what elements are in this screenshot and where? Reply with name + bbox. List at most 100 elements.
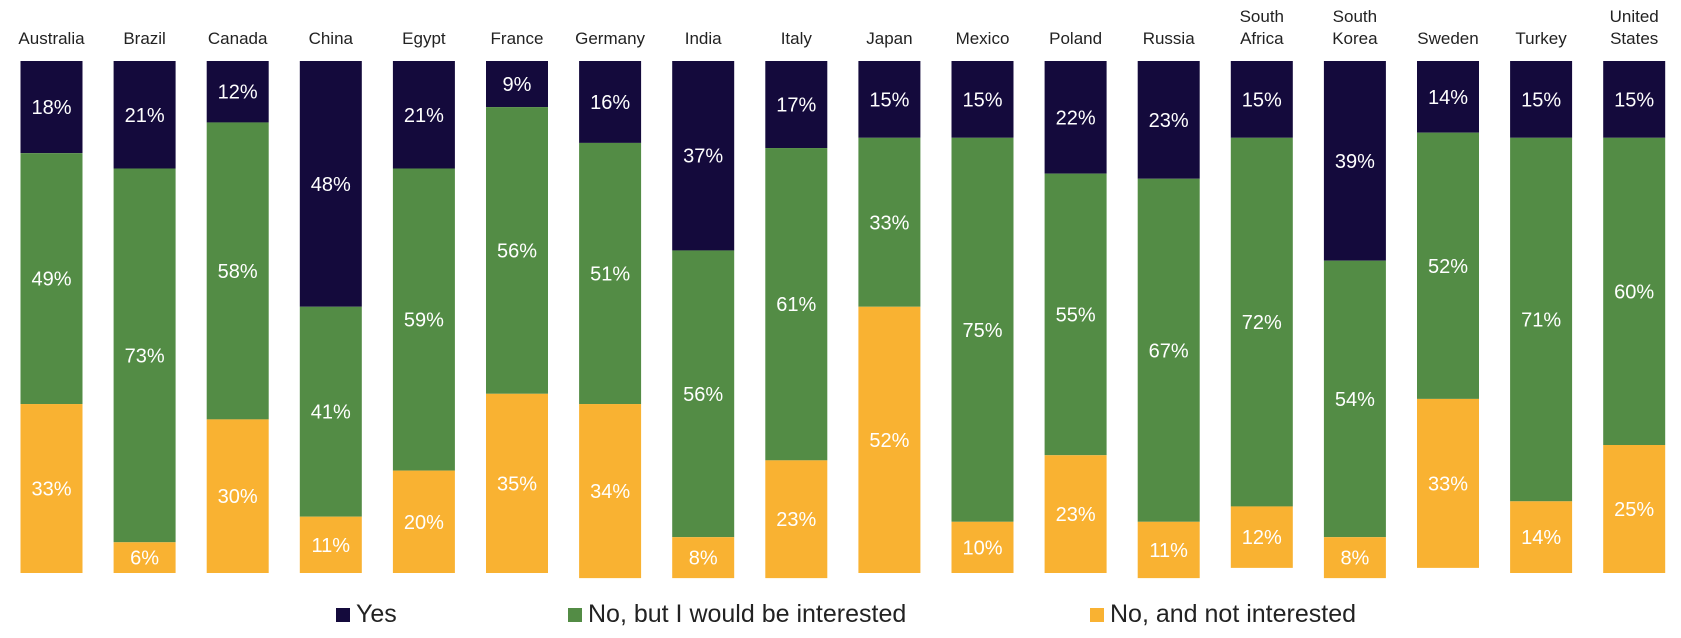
bar-segment-egypt-yes [392, 61, 455, 169]
stacked-bar-chart: Australia 18% 49% 33% Brazil 21% 73% 6% Canada 12… [18, 7, 1666, 579]
bar-segment-poland-no-and-not-interested [1044, 455, 1107, 573]
bar-segment-australia-no-and-not-interested [20, 404, 83, 573]
legend-item-yes: Yes [336, 600, 397, 629]
bar-segment-united-states-yes [1603, 61, 1666, 138]
category-label-south-africa: South Africa [1240, 7, 1284, 48]
bar-segment-russia-no-but-i-would-be-interested [1137, 178, 1200, 522]
data-label-brazil-yes: 21% [125, 105, 165, 127]
bar-segment-mexico-no-but-i-would-be-interested [951, 137, 1014, 522]
data-label-brazil-no-but-i-would-be-interested: 73% [125, 345, 165, 367]
category-label-france: France [491, 29, 544, 48]
data-label-south-korea-no-and-not-interested: 8% [1340, 548, 1369, 570]
data-label-canada-no-and-not-interested: 30% [218, 486, 258, 508]
category-label-russia: Russia [1143, 29, 1196, 48]
category-label-japan: Japan [866, 29, 912, 48]
bar-segment-turkey-no-but-i-would-be-interested [1510, 137, 1573, 502]
category-label-italy: Italy [781, 29, 813, 48]
data-label-france-yes: 9% [503, 74, 532, 96]
category-label-australia: Australia [18, 29, 85, 48]
legend-swatch [568, 607, 582, 622]
bar-segment-mexico-no-and-not-interested [951, 521, 1014, 573]
category-label-brazil: Brazil [123, 29, 166, 48]
bar-segment-sweden-no-but-i-would-be-interested [1417, 132, 1479, 399]
bar-segment-poland-yes [1044, 61, 1107, 174]
data-label-italy-no-and-not-interested: 23% [776, 509, 816, 531]
bar-segment-india-no-but-i-would-be-interested [672, 250, 735, 538]
legend: Yes No, but I would be interested No, and … [0, 600, 1681, 634]
data-label-south-africa-no-and-not-interested: 12% [1242, 527, 1282, 549]
bar-segment-south-africa-no-and-not-interested [1230, 506, 1293, 568]
bar-segment-turkey-yes [1510, 61, 1573, 138]
data-label-japan-yes: 15% [869, 89, 909, 111]
bar-segment-brazil-no-but-i-would-be-interested [113, 168, 176, 543]
data-label-russia-yes: 23% [1149, 110, 1189, 132]
data-label-egypt-yes: 21% [404, 105, 444, 127]
bar-segment-canada-no-and-not-interested [206, 419, 269, 573]
data-label-south-africa-no-but-i-would-be-interested: 72% [1242, 312, 1282, 334]
category-label-germany: Germany [575, 29, 645, 48]
data-label-poland-no-but-i-would-be-interested: 55% [1056, 304, 1096, 326]
data-label-australia-yes: 18% [31, 97, 71, 119]
bar-segment-canada-no-but-i-would-be-interested [206, 122, 269, 420]
bar-segment-brazil-no-and-not-interested [113, 542, 176, 573]
data-label-sweden-no-and-not-interested: 33% [1428, 473, 1468, 495]
category-label-poland: Poland [1049, 29, 1102, 48]
data-label-india-yes: 37% [683, 146, 723, 168]
data-label-india-no-but-i-would-be-interested: 56% [683, 384, 723, 406]
bar-segment-india-no-and-not-interested [672, 537, 735, 579]
data-label-australia-no-and-not-interested: 33% [31, 479, 71, 501]
bar-segment-germany-no-and-not-interested [579, 404, 642, 579]
bar-segment-sweden-no-and-not-interested [1417, 398, 1479, 568]
data-label-mexico-no-but-i-would-be-interested: 75% [962, 320, 1002, 342]
bar-segment-china-no-and-not-interested [299, 516, 362, 573]
bar-segment-italy-no-and-not-interested [765, 460, 828, 579]
data-label-united-states-no-but-i-would-be-interested: 60% [1614, 281, 1654, 303]
data-label-china-no-but-i-would-be-interested: 41% [311, 402, 351, 424]
data-label-canada-yes: 12% [218, 82, 258, 104]
data-label-india-no-and-not-interested: 8% [689, 548, 718, 570]
data-label-russia-no-and-not-interested: 11% [1149, 540, 1188, 562]
data-label-china-no-and-not-interested: 11% [312, 535, 351, 557]
category-label-egypt: Egypt [402, 29, 446, 48]
bar-segment-egypt-no-but-i-would-be-interested [392, 168, 455, 471]
data-label-mexico-yes: 15% [962, 89, 1002, 111]
bar-segment-south-korea-yes [1323, 61, 1386, 261]
bar-segment-south-africa-yes [1230, 61, 1293, 138]
category-label-south-korea: South Korea [1332, 7, 1378, 48]
category-label-india: India [685, 29, 722, 48]
data-label-egypt-no-but-i-would-be-interested: 59% [404, 310, 444, 332]
legend-label: Yes [356, 600, 397, 628]
bar-segment-germany-yes [579, 61, 642, 143]
legend-item-no-and-not-interested: No, and not interested [1090, 600, 1356, 629]
bar-segment-japan-yes [858, 61, 921, 138]
bar-segment-china-no-but-i-would-be-interested [299, 306, 362, 517]
data-label-brazil-no-and-not-interested: 6% [130, 548, 159, 570]
category-label-china: China [309, 29, 354, 48]
category-label-united-states: United States [1610, 7, 1659, 48]
bar-segment-south-africa-no-but-i-would-be-interested [1230, 137, 1293, 507]
data-label-japan-no-and-not-interested: 52% [869, 430, 909, 452]
bar-segment-australia-yes [20, 61, 83, 154]
data-label-germany-no-and-not-interested: 34% [590, 481, 630, 503]
bar-segment-united-states-no-and-not-interested [1603, 445, 1666, 573]
data-label-south-korea-yes: 39% [1335, 151, 1375, 173]
bar-segment-mexico-yes [951, 61, 1014, 138]
data-label-south-korea-no-but-i-would-be-interested: 54% [1335, 389, 1375, 411]
legend-label: No, and not interested [1110, 600, 1356, 628]
data-label-mexico-no-and-not-interested: 10% [962, 537, 1002, 559]
legend-swatch [336, 607, 350, 622]
bar-segment-turkey-no-and-not-interested [1510, 501, 1573, 573]
category-label-turkey: Turkey [1515, 29, 1567, 48]
bar-segment-italy-yes [765, 61, 828, 149]
data-label-united-states-yes: 15% [1614, 89, 1654, 111]
bar-segment-germany-no-but-i-would-be-interested [579, 142, 642, 405]
legend-swatch [1090, 607, 1104, 622]
data-label-sweden-no-but-i-would-be-interested: 52% [1428, 256, 1468, 278]
data-label-poland-no-and-not-interested: 23% [1056, 504, 1096, 526]
bar-segment-canada-yes [206, 61, 269, 123]
bar-segment-south-korea-no-but-i-would-be-interested [1323, 260, 1386, 538]
data-label-japan-no-but-i-would-be-interested: 33% [869, 212, 909, 234]
bar-segment-brazil-yes [113, 61, 176, 169]
bar-segment-russia-yes [1137, 61, 1200, 179]
data-label-germany-yes: 16% [590, 92, 630, 114]
